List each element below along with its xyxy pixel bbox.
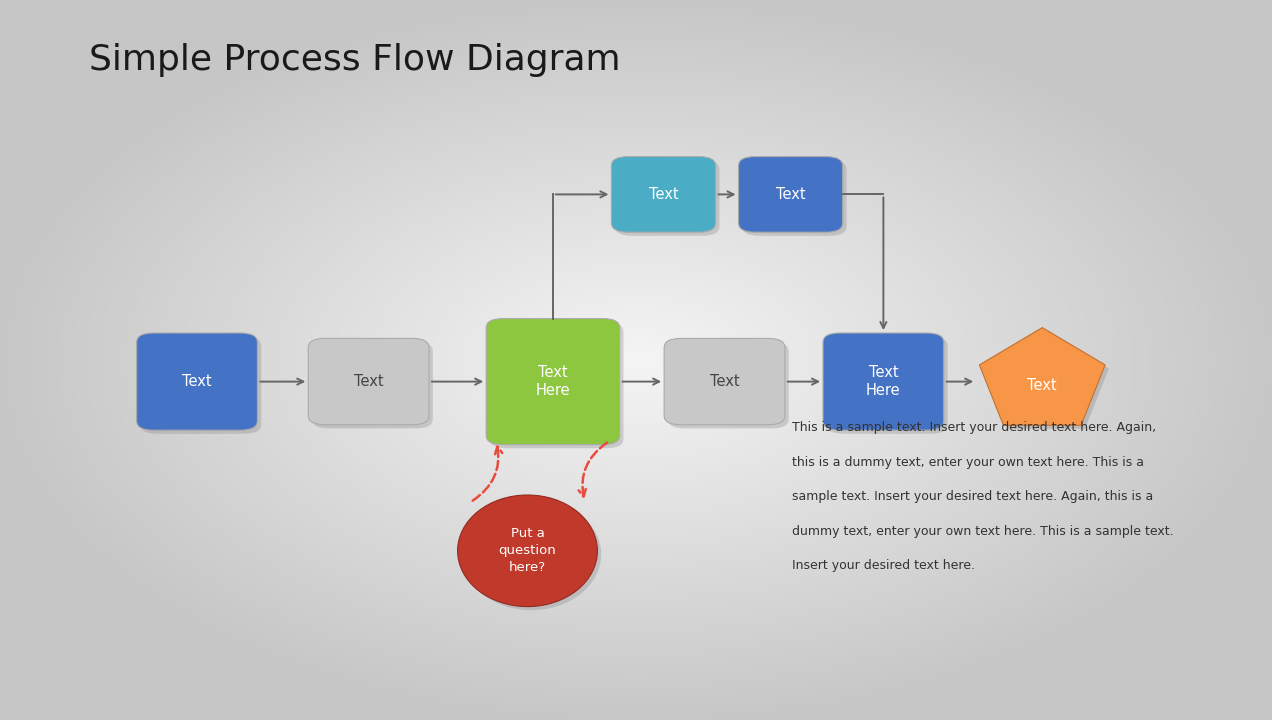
FancyBboxPatch shape	[490, 323, 623, 448]
FancyBboxPatch shape	[141, 337, 261, 433]
Text: Text
Here: Text Here	[536, 365, 570, 398]
FancyBboxPatch shape	[742, 161, 847, 236]
Text: Put a
question
here?: Put a question here?	[499, 527, 556, 575]
FancyBboxPatch shape	[137, 333, 257, 431]
FancyBboxPatch shape	[308, 338, 428, 425]
Text: this is a dummy text, enter your own text here. This is a: this is a dummy text, enter your own tex…	[792, 456, 1143, 469]
Polygon shape	[984, 331, 1109, 429]
FancyBboxPatch shape	[822, 333, 944, 431]
FancyBboxPatch shape	[826, 337, 948, 433]
FancyBboxPatch shape	[615, 161, 719, 236]
FancyBboxPatch shape	[486, 319, 619, 445]
FancyBboxPatch shape	[668, 342, 789, 428]
Text: Simple Process Flow Diagram: Simple Process Flow Diagram	[90, 43, 620, 77]
Text: dummy text, enter your own text here. This is a sample text.: dummy text, enter your own text here. Th…	[792, 525, 1174, 538]
Text: This is a sample text. Insert your desired text here. Again,: This is a sample text. Insert your desir…	[792, 421, 1156, 434]
Text: Text: Text	[648, 187, 678, 202]
Text: Text: Text	[1027, 378, 1056, 392]
Text: Text: Text	[182, 374, 212, 389]
Ellipse shape	[462, 498, 601, 611]
Text: Text: Text	[354, 374, 384, 389]
FancyBboxPatch shape	[312, 342, 432, 428]
Text: sample text. Insert your desired text here. Again, this is a: sample text. Insert your desired text he…	[792, 490, 1154, 503]
Text: Text: Text	[776, 187, 806, 202]
Ellipse shape	[458, 495, 597, 606]
Text: Text: Text	[710, 374, 739, 389]
FancyBboxPatch shape	[664, 338, 785, 425]
FancyBboxPatch shape	[611, 157, 716, 233]
FancyBboxPatch shape	[738, 157, 843, 233]
Text: Insert your desired text here.: Insert your desired text here.	[792, 559, 975, 572]
Text: Text
Here: Text Here	[866, 365, 900, 398]
Polygon shape	[980, 328, 1105, 426]
